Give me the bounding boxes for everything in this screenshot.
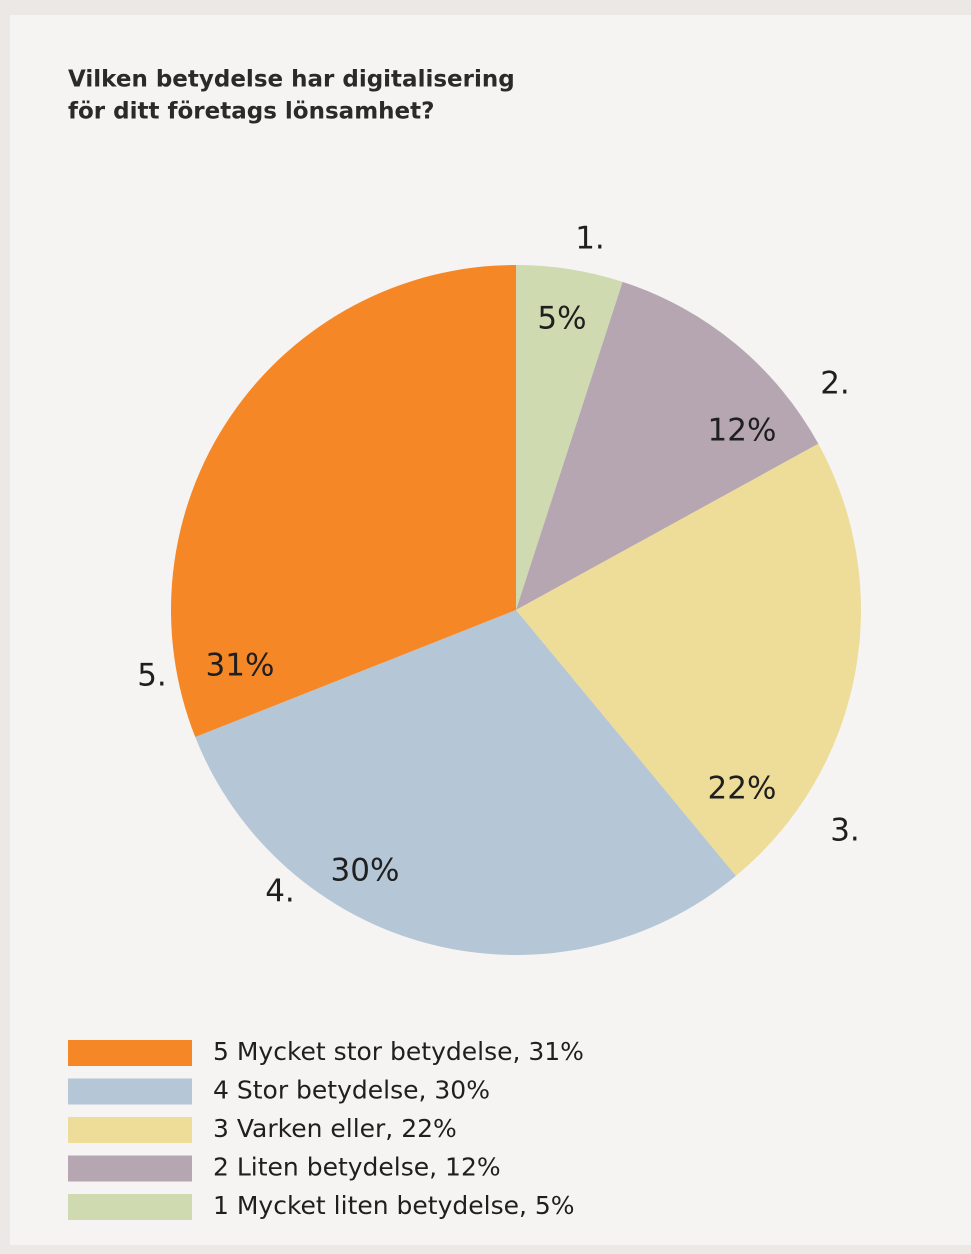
pie-slice	[516, 443, 862, 876]
slice-label: 4.	[265, 874, 295, 910]
legend-swatch	[68, 1194, 192, 1220]
legend-swatch	[68, 1078, 192, 1105]
legend-label: 2 Liten betydelse, 12%	[213, 1153, 501, 1182]
legend-label: 3 Varken eller, 22%	[213, 1114, 457, 1143]
legend-label: 1 Mycket liten betydelse, 5%	[213, 1191, 575, 1220]
data-label: 22%	[708, 771, 777, 807]
legend-swatch	[68, 1117, 192, 1143]
data-label: 12%	[708, 413, 777, 449]
slice-label: 2.	[820, 366, 850, 402]
chart-title: Vilken betydelse har digitalisering	[68, 67, 515, 93]
pie-slice	[195, 610, 736, 955]
legend-label: 4 Stor betydelse, 30%	[213, 1076, 490, 1105]
legend-label: 5 Mycket stor betydelse, 31%	[213, 1037, 584, 1066]
slice-label: 3.	[830, 813, 860, 849]
pie-slice	[516, 265, 623, 610]
chart-title: för ditt företags lönsamhet?	[68, 99, 434, 125]
legend-swatch	[68, 1040, 192, 1066]
legend-swatch	[68, 1155, 192, 1182]
pie-slice	[516, 281, 819, 610]
pie-slice	[170, 265, 516, 738]
slice-label: 1.	[575, 221, 605, 257]
slice-label: 5.	[137, 658, 167, 694]
data-label: 31%	[206, 648, 275, 684]
data-label: 30%	[331, 853, 400, 889]
data-label: 5%	[537, 301, 586, 337]
